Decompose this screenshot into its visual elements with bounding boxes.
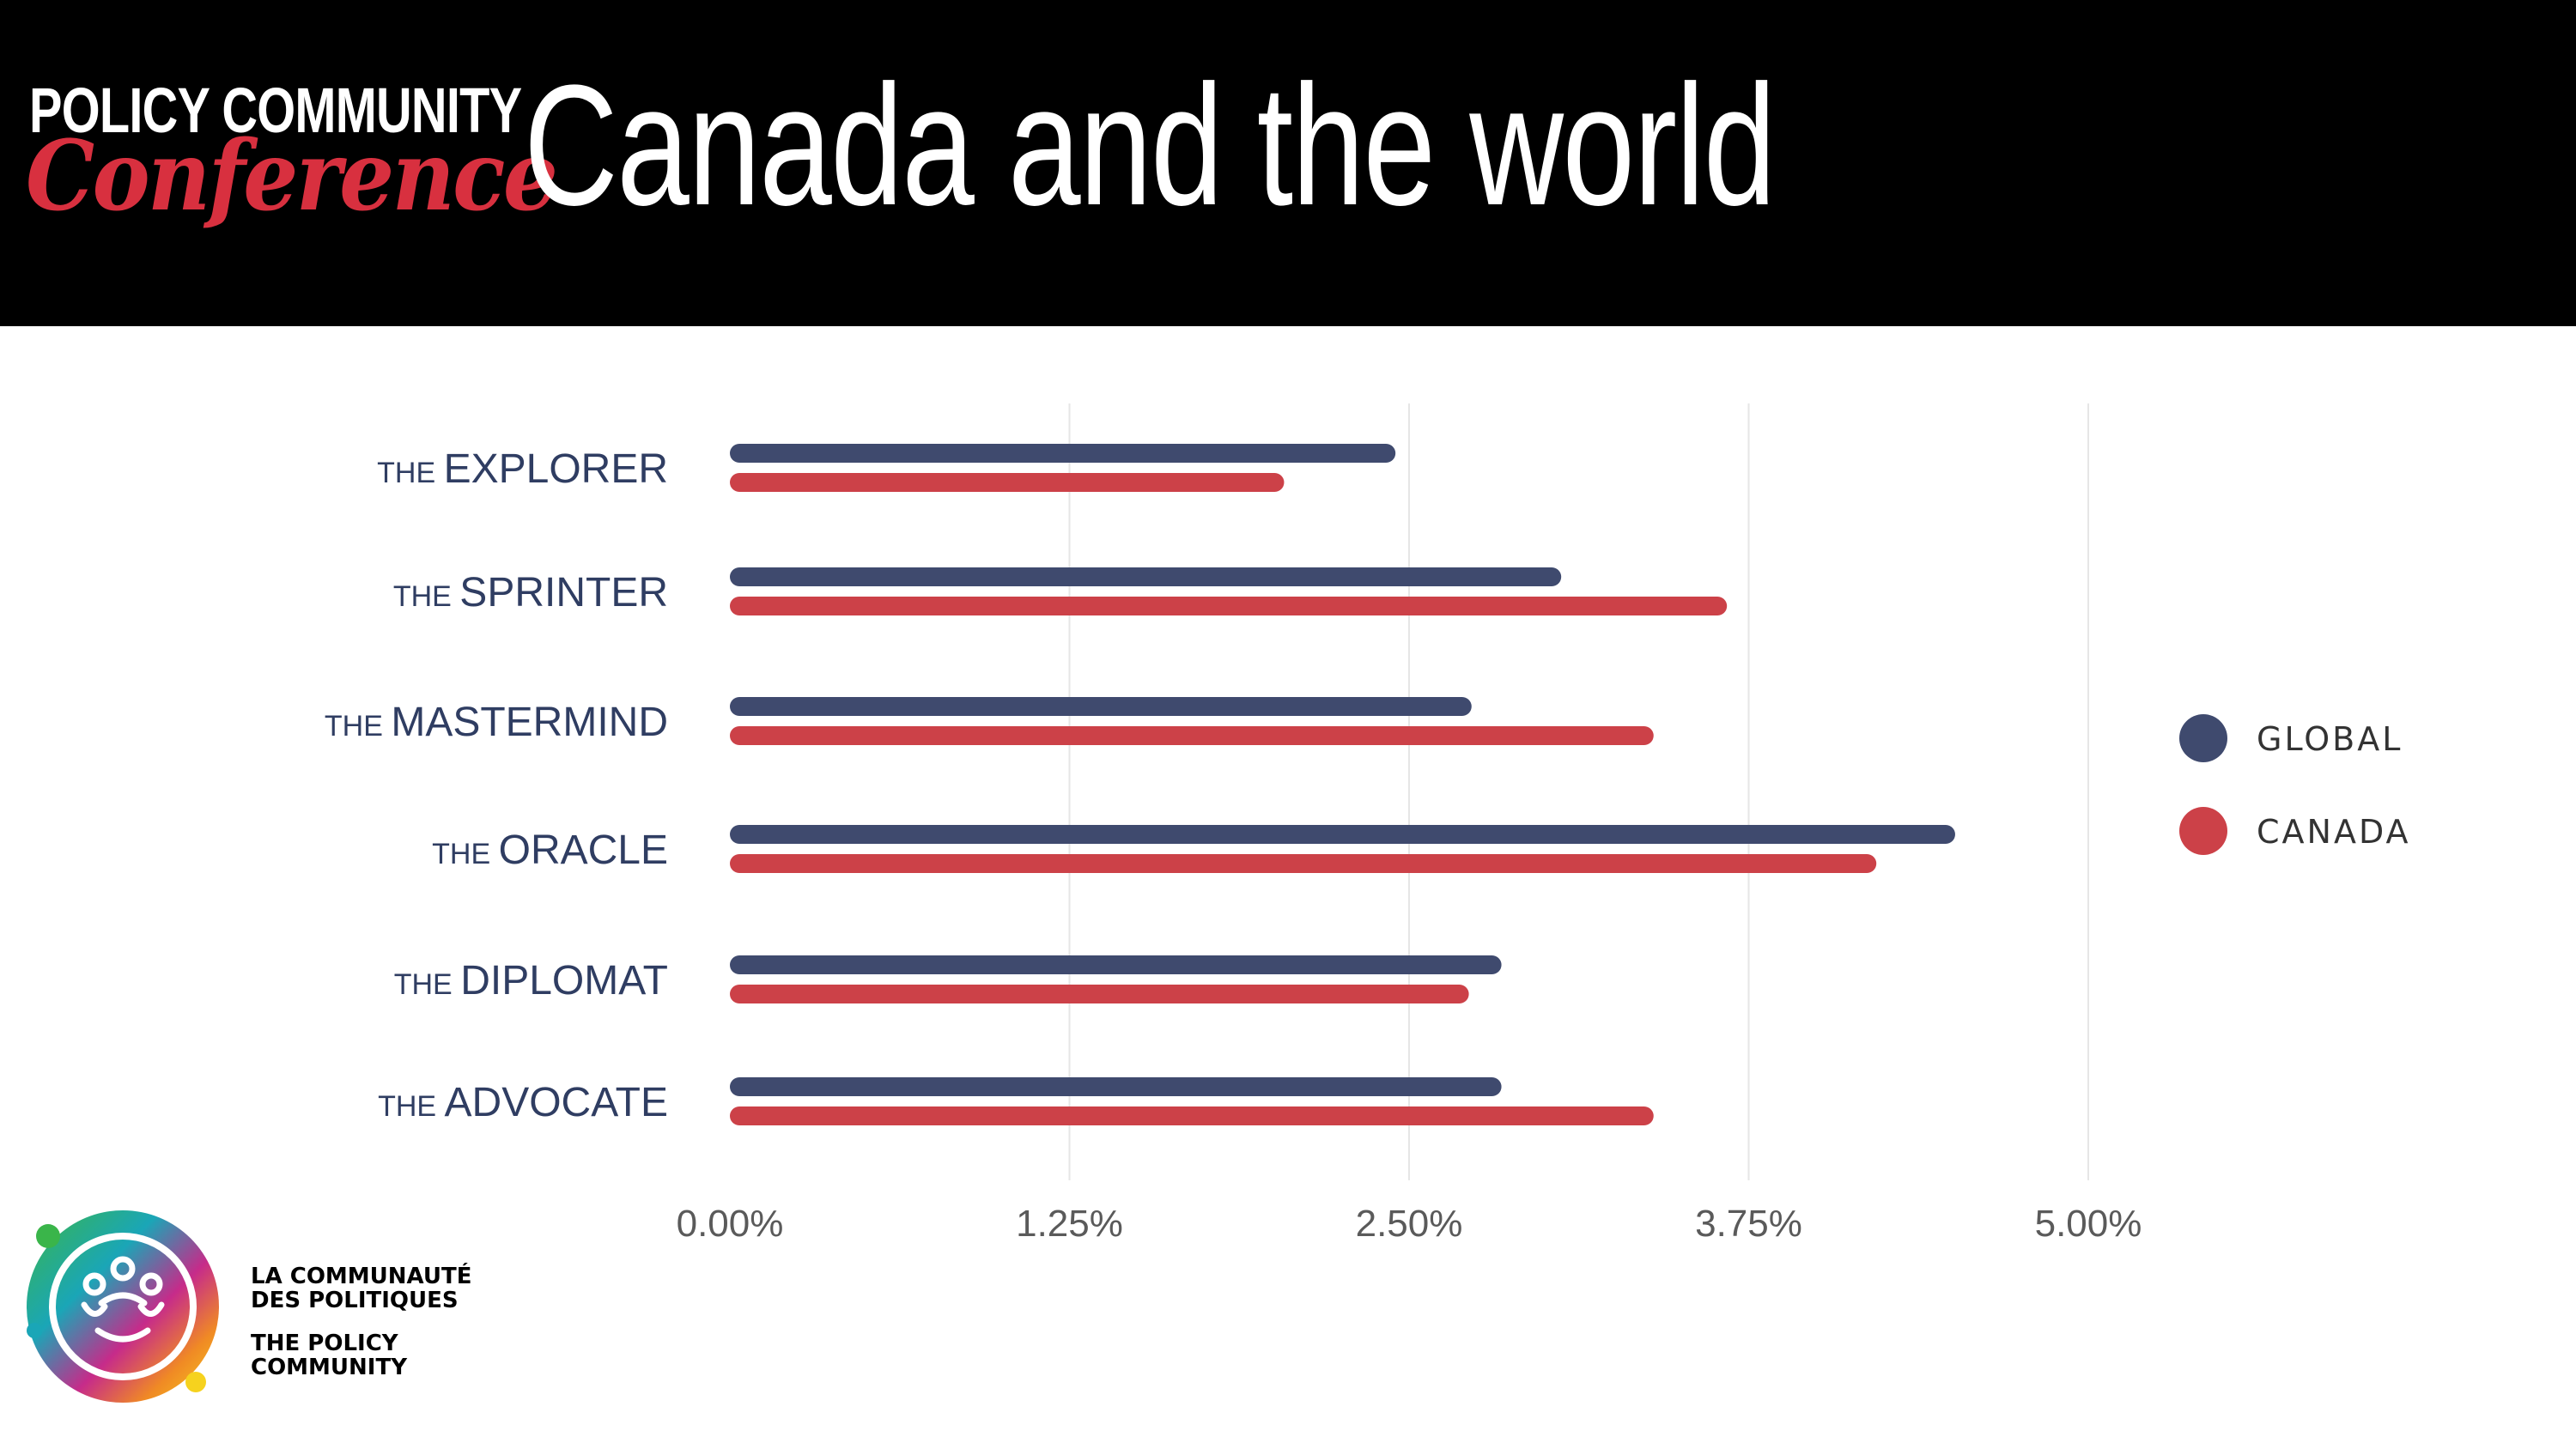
x-tick-label: 3.75% <box>1695 1203 1802 1245</box>
category-label: THE DIPLOMAT <box>394 958 668 1003</box>
legend-swatch-canada <box>2179 807 2227 855</box>
legend: GLOBAL CANADA <box>2179 714 2411 855</box>
category-label: THE SPRINTER <box>393 570 668 615</box>
bar-canada-advocate <box>730 1106 1654 1125</box>
category-label: THE ORACLE <box>432 828 668 873</box>
bar-global-diplomat <box>730 955 1502 974</box>
x-tick-label: 5.00% <box>2035 1203 2142 1245</box>
brand-logo-top: POLICY COMMUNITY <box>29 75 522 146</box>
legend-label-global: GLOBAL <box>2257 720 2403 758</box>
header-bar: POLICY COMMUNITY Conference Canada and t… <box>0 0 2576 326</box>
x-tick-label: 1.25% <box>1016 1203 1123 1245</box>
bar-canada-explorer <box>730 473 1285 492</box>
category-label: THE MASTERMIND <box>325 700 668 745</box>
x-tick-labels: 0.00% 1.25% 2.50% 3.75% 5.00% <box>677 1203 2142 1245</box>
x-tick-label: 0.00% <box>677 1203 784 1245</box>
bar-canada-diplomat <box>730 985 1469 1003</box>
bar-canada-mastermind <box>730 726 1654 745</box>
category-labels: THE EXPLORER THE SPRINTER THE MASTERMIND TH… <box>325 446 668 1125</box>
bar-global-advocate <box>730 1077 1502 1096</box>
bar-canada-oracle <box>730 854 1877 873</box>
legend-label-canada: CANADA <box>2257 813 2411 851</box>
slide-title: Canada and the world <box>524 50 1776 241</box>
category-label: THE ADVOCATE <box>378 1080 668 1125</box>
bar-global-oracle <box>730 825 1955 844</box>
brand-logo-bottom: Conference <box>26 120 558 233</box>
bar-global-explorer <box>730 444 1396 463</box>
footer-org-fr-line2: DES POLITIQUES <box>251 1288 459 1313</box>
category-label: THE EXPLORER <box>377 446 668 492</box>
bar-canada-sprinter <box>730 597 1728 615</box>
footer-org-en-line1: THE POLICY <box>251 1331 398 1356</box>
policy-community-logo-icon <box>27 1210 219 1403</box>
bar-global-sprinter <box>730 567 1562 586</box>
legend-swatch-global <box>2179 714 2227 762</box>
bar-layer <box>730 444 1955 1125</box>
footer-org-en-line2: COMMUNITY <box>251 1355 408 1380</box>
grid-layer <box>1068 403 2089 1180</box>
bar-global-mastermind <box>730 697 1472 716</box>
footer-org-fr-line1: LA COMMUNAUTÉ <box>251 1264 472 1289</box>
x-tick-label: 2.50% <box>1356 1203 1463 1245</box>
